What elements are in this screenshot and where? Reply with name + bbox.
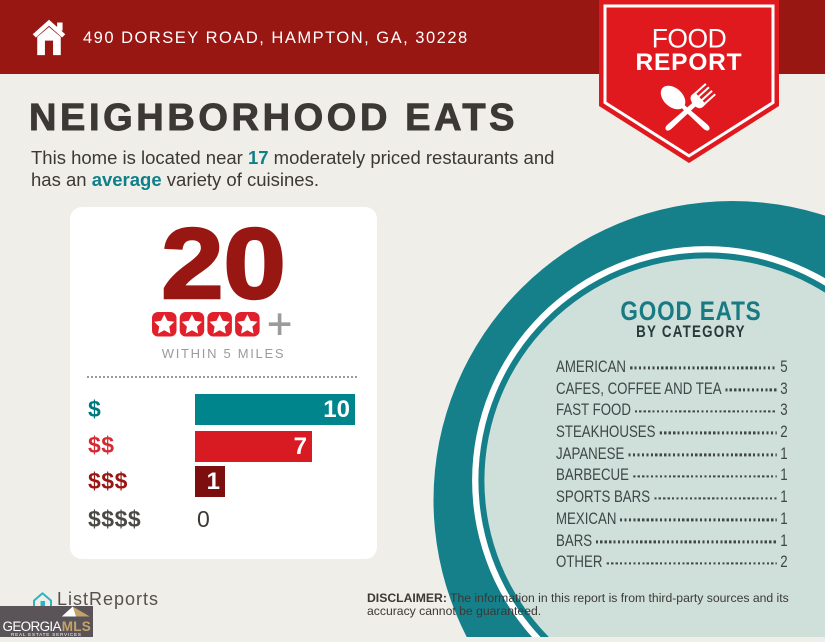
svg-text:REAL ESTATE SERVICES: REAL ESTATE SERVICES: [11, 632, 82, 637]
svg-text:REPORT: REPORT: [636, 49, 743, 76]
